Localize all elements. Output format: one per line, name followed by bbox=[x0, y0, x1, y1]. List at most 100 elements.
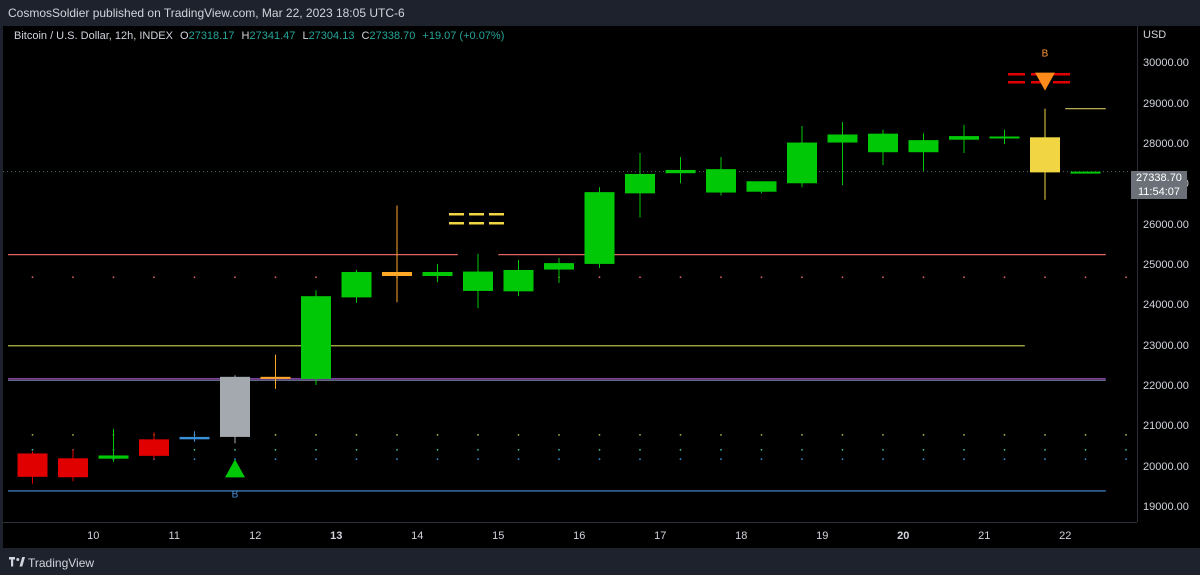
time-axis[interactable] bbox=[3, 522, 1137, 549]
indicator-dot bbox=[1044, 458, 1046, 460]
indicator-dot bbox=[801, 433, 803, 436]
x-tick-label: 18 bbox=[735, 530, 748, 542]
dash-marker bbox=[1008, 73, 1025, 76]
axis-corner bbox=[1137, 522, 1200, 548]
x-tick-label: 10 bbox=[87, 530, 100, 542]
y-tick-label: 23000.00 bbox=[1143, 339, 1189, 352]
indicator-dot bbox=[598, 276, 601, 279]
y-tick-label: 22000.00 bbox=[1143, 379, 1189, 392]
indicator-dot bbox=[31, 448, 34, 451]
x-tick-label: 15 bbox=[492, 530, 505, 542]
candle-body bbox=[1070, 171, 1101, 174]
indicator-dot bbox=[801, 276, 803, 279]
candle-body bbox=[665, 169, 696, 174]
candle-body bbox=[584, 192, 615, 264]
high-value: 27341.47 bbox=[249, 30, 296, 42]
y-tick-label: 29000.00 bbox=[1143, 97, 1189, 110]
indicator-dot bbox=[679, 458, 682, 460]
x-tick-label: 11 bbox=[168, 530, 180, 542]
candle-body bbox=[463, 271, 493, 291]
candle-body bbox=[17, 453, 48, 477]
indicator-dot bbox=[274, 458, 277, 460]
open-value: 27318.17 bbox=[188, 30, 235, 42]
dash-marker bbox=[449, 213, 464, 216]
candle-body bbox=[58, 458, 88, 478]
price-scale[interactable] bbox=[1137, 26, 1200, 522]
candle-body bbox=[868, 133, 898, 153]
candle-body bbox=[382, 271, 412, 277]
indicator-dot bbox=[922, 276, 925, 279]
x-tick-label: 20 bbox=[897, 530, 910, 542]
indicator-dot bbox=[72, 276, 74, 279]
x-tick-label: 14 bbox=[411, 530, 424, 542]
indicator-dot bbox=[963, 448, 965, 451]
indicator-dot bbox=[963, 458, 965, 460]
chart-pane[interactable] bbox=[3, 26, 1137, 548]
high-label: H bbox=[241, 30, 250, 42]
indicator-dot bbox=[558, 458, 560, 460]
x-tick-label: 13 bbox=[330, 530, 343, 542]
y-tick-label: 24000.00 bbox=[1143, 299, 1189, 312]
indicator-dot bbox=[1084, 433, 1087, 436]
indicator-dot bbox=[355, 458, 358, 460]
candle-body bbox=[625, 173, 655, 194]
dash-marker bbox=[1008, 81, 1025, 84]
indicator-dot bbox=[1084, 458, 1087, 460]
candle-body bbox=[544, 263, 574, 270]
indicator-dot bbox=[841, 433, 844, 436]
countdown-timer: 11:54:07 bbox=[1137, 186, 1180, 198]
tradingview-logo-icon bbox=[9, 557, 25, 567]
indicator-dot bbox=[598, 458, 601, 460]
indicator-dot bbox=[153, 276, 155, 279]
change-value: +19.07 (+0.07%) bbox=[422, 30, 505, 42]
indicator-dot bbox=[882, 276, 884, 279]
indicator-dot bbox=[1125, 458, 1127, 460]
indicator-dot bbox=[477, 458, 479, 460]
y-tick-label: 19000.00 bbox=[1143, 500, 1189, 513]
y-tick-label: 25000.00 bbox=[1143, 258, 1189, 271]
candle-body bbox=[787, 142, 817, 184]
indicator-dot bbox=[558, 448, 560, 451]
indicator-dot bbox=[720, 448, 722, 451]
indicator-dot bbox=[517, 448, 520, 451]
indicator-dot bbox=[922, 458, 925, 460]
candle-body bbox=[301, 296, 331, 379]
candle-body bbox=[746, 181, 777, 192]
candle-body bbox=[98, 455, 129, 459]
indicator-dot bbox=[1003, 458, 1006, 460]
indicator-dot bbox=[639, 433, 641, 436]
indicator-dot bbox=[274, 448, 277, 451]
indicator-dot bbox=[1044, 448, 1046, 451]
indicator-dot bbox=[963, 276, 965, 279]
x-tick-label: 17 bbox=[654, 530, 667, 542]
footer-bar: TradingView bbox=[0, 548, 1200, 575]
x-tick-label: 22 bbox=[1059, 530, 1072, 542]
candle-body bbox=[706, 169, 736, 193]
indicator-dot bbox=[396, 458, 398, 460]
last-price-badge: 27338.70 11:54:07 bbox=[1131, 171, 1187, 199]
indicator-dot bbox=[720, 276, 722, 279]
indicator-dot bbox=[396, 448, 398, 451]
indicator-dot bbox=[679, 433, 682, 436]
indicator-dot bbox=[1003, 448, 1006, 451]
indicator-dot bbox=[963, 433, 965, 436]
header-bar: CosmosSoldier published on TradingView.c… bbox=[0, 0, 1200, 26]
indicator-dot bbox=[841, 276, 844, 279]
indicator-dot bbox=[720, 433, 722, 436]
indicator-dot bbox=[355, 433, 358, 436]
tradingview-brand[interactable]: TradingView bbox=[28, 556, 95, 570]
indicator-dot bbox=[841, 448, 844, 451]
dash-marker bbox=[1031, 81, 1048, 84]
indicator-dot bbox=[436, 458, 439, 460]
close-label: C bbox=[361, 30, 370, 42]
indicator-dot bbox=[679, 276, 682, 279]
indicator-dot bbox=[639, 458, 641, 460]
indicator-dot bbox=[1044, 433, 1046, 436]
indicator-dot bbox=[31, 433, 34, 436]
indicator-dot bbox=[193, 276, 196, 279]
last-price-value: 27338.70 bbox=[1136, 172, 1182, 184]
indicator-dot bbox=[315, 458, 317, 460]
indicator-dot bbox=[1125, 276, 1127, 279]
indicator-dot bbox=[639, 448, 641, 451]
indicator-dot bbox=[517, 433, 520, 436]
